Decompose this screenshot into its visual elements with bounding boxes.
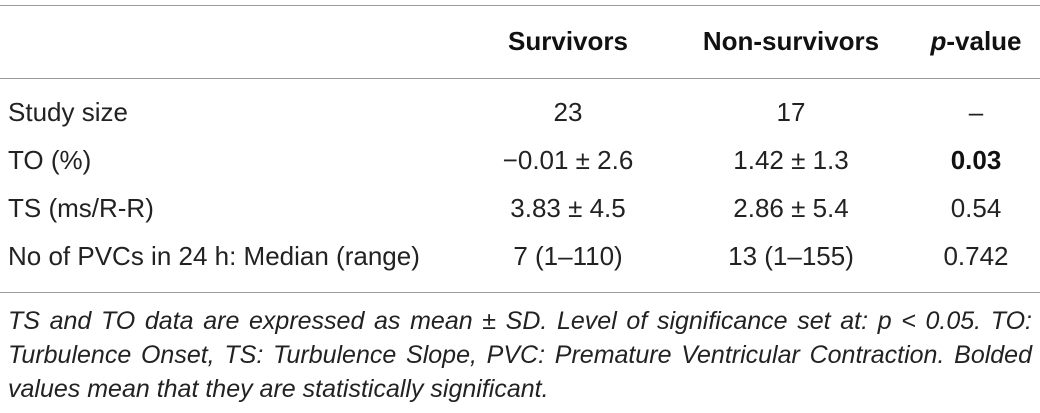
- cell-non-survivors: 17: [776, 97, 806, 127]
- cell-survivors: −0.01 ± 2.6: [502, 145, 634, 175]
- cell-p-value: –: [968, 97, 984, 127]
- table-footnote: TS and TO data are expressed as mean ± S…: [8, 307, 1032, 403]
- header-p-letter: p: [930, 26, 947, 56]
- row-label: TO (%): [8, 145, 92, 175]
- header-non-survivors: Non-survivors: [702, 26, 880, 56]
- header-rule: [0, 78, 1040, 79]
- cell-p-value: 0.54: [950, 193, 1002, 223]
- cell-survivors: 7 (1–110): [513, 241, 623, 271]
- cell-non-survivors: 2.86 ± 5.4: [733, 193, 849, 223]
- header-p-value: p-value: [912, 26, 1040, 56]
- row-label: Study size: [8, 97, 128, 127]
- cell-p-value: 0.742: [943, 241, 1009, 271]
- row-label: No of PVCs in 24 h: Median (range): [8, 241, 420, 271]
- cell-non-survivors: 1.42 ± 1.3: [733, 145, 849, 175]
- header-p-suffix: -value: [946, 26, 1022, 56]
- top-rule: [0, 5, 1040, 6]
- cell-survivors: 23: [553, 97, 583, 127]
- bottom-rule: [0, 292, 1040, 293]
- row-label: TS (ms/R-R): [8, 193, 154, 223]
- cell-survivors: 3.83 ± 4.5: [510, 193, 626, 223]
- header-survivors: Survivors: [508, 26, 628, 56]
- cell-p-value-significant: 0.03: [950, 145, 1002, 175]
- cell-non-survivors: 13 (1–155): [728, 241, 854, 271]
